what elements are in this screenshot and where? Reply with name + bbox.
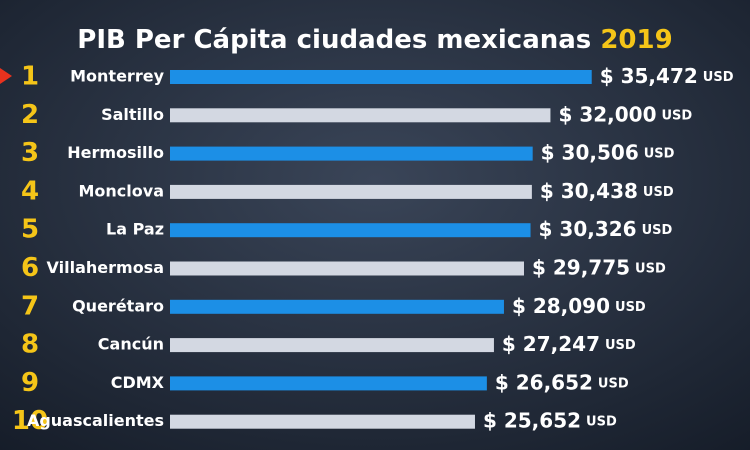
value-amount: $ 28,090 [512, 293, 610, 317]
chart-title: PIB Per Cápita ciudades mexicanas 2019 [77, 25, 672, 55]
rank-number: 10 [12, 406, 48, 436]
value-unit: USD [615, 299, 646, 314]
value-unit: USD [605, 338, 636, 353]
bar [170, 184, 532, 199]
bar [170, 70, 592, 84]
value-unit: USD [643, 184, 674, 199]
value-label: $ 26,652 USD [495, 370, 629, 394]
value-label: $ 30,438 USD [540, 178, 674, 202]
title-year: 2019 [600, 25, 672, 55]
value-amount: $ 27,247 [502, 332, 600, 356]
rank-number: 4 [21, 176, 39, 206]
value-label: $ 28,090 USD [512, 293, 646, 317]
category-label: Querétaro [72, 296, 164, 315]
category-label: Hermosillo [67, 143, 164, 162]
value-amount: $ 30,438 [540, 178, 638, 202]
category-label: Villahermosa [47, 258, 164, 277]
value-amount: $ 32,000 [558, 102, 656, 126]
bar [170, 299, 504, 314]
rank-number: 9 [21, 368, 39, 398]
rank-arrow [0, 68, 12, 84]
bar [170, 376, 487, 391]
bar [170, 108, 551, 123]
value-amount: $ 35,472 [600, 64, 698, 88]
rank-number: 1 [21, 62, 39, 92]
value-unit: USD [703, 70, 734, 85]
value-amount: $ 30,506 [541, 140, 639, 164]
value-unit: USD [642, 223, 673, 238]
value-amount: $ 30,326 [539, 217, 637, 241]
value-label: $ 27,247 USD [502, 332, 636, 356]
value-unit: USD [662, 108, 693, 123]
rank-number: 7 [21, 291, 39, 321]
category-label: Monclova [79, 181, 165, 200]
value-label: $ 30,506 USD [541, 140, 675, 164]
rank-number: 2 [21, 100, 39, 130]
value-amount: $ 25,652 [483, 408, 581, 432]
value-amount: $ 26,652 [495, 370, 593, 394]
bar [170, 338, 494, 353]
category-label: Saltillo [101, 105, 164, 124]
bar [170, 414, 475, 429]
category-label: Aguascalientes [27, 411, 164, 430]
value-label: $ 29,775 USD [532, 255, 666, 279]
rank-number: 5 [21, 215, 39, 245]
value-label: $ 32,000 USD [558, 102, 692, 126]
category-label: La Paz [106, 220, 164, 239]
value-unit: USD [586, 414, 617, 429]
rank-number: 8 [21, 330, 39, 360]
value-unit: USD [635, 261, 666, 276]
bar [170, 146, 533, 161]
value-unit: USD [598, 376, 629, 391]
value-amount: $ 29,775 [532, 255, 630, 279]
category-label: Cancún [98, 335, 164, 354]
bar [170, 261, 524, 276]
bar [170, 223, 531, 238]
category-label: Monterrey [70, 67, 164, 86]
value-label: $ 25,652 USD [483, 408, 617, 432]
value-unit: USD [644, 146, 675, 161]
rank-number: 3 [21, 138, 39, 168]
category-label: CDMX [111, 373, 165, 392]
value-label: $ 30,326 USD [539, 217, 673, 241]
title-text: PIB Per Cápita ciudades mexicanas [77, 25, 591, 55]
rank-number: 6 [21, 253, 39, 283]
value-label: $ 35,472 USD [600, 64, 734, 88]
